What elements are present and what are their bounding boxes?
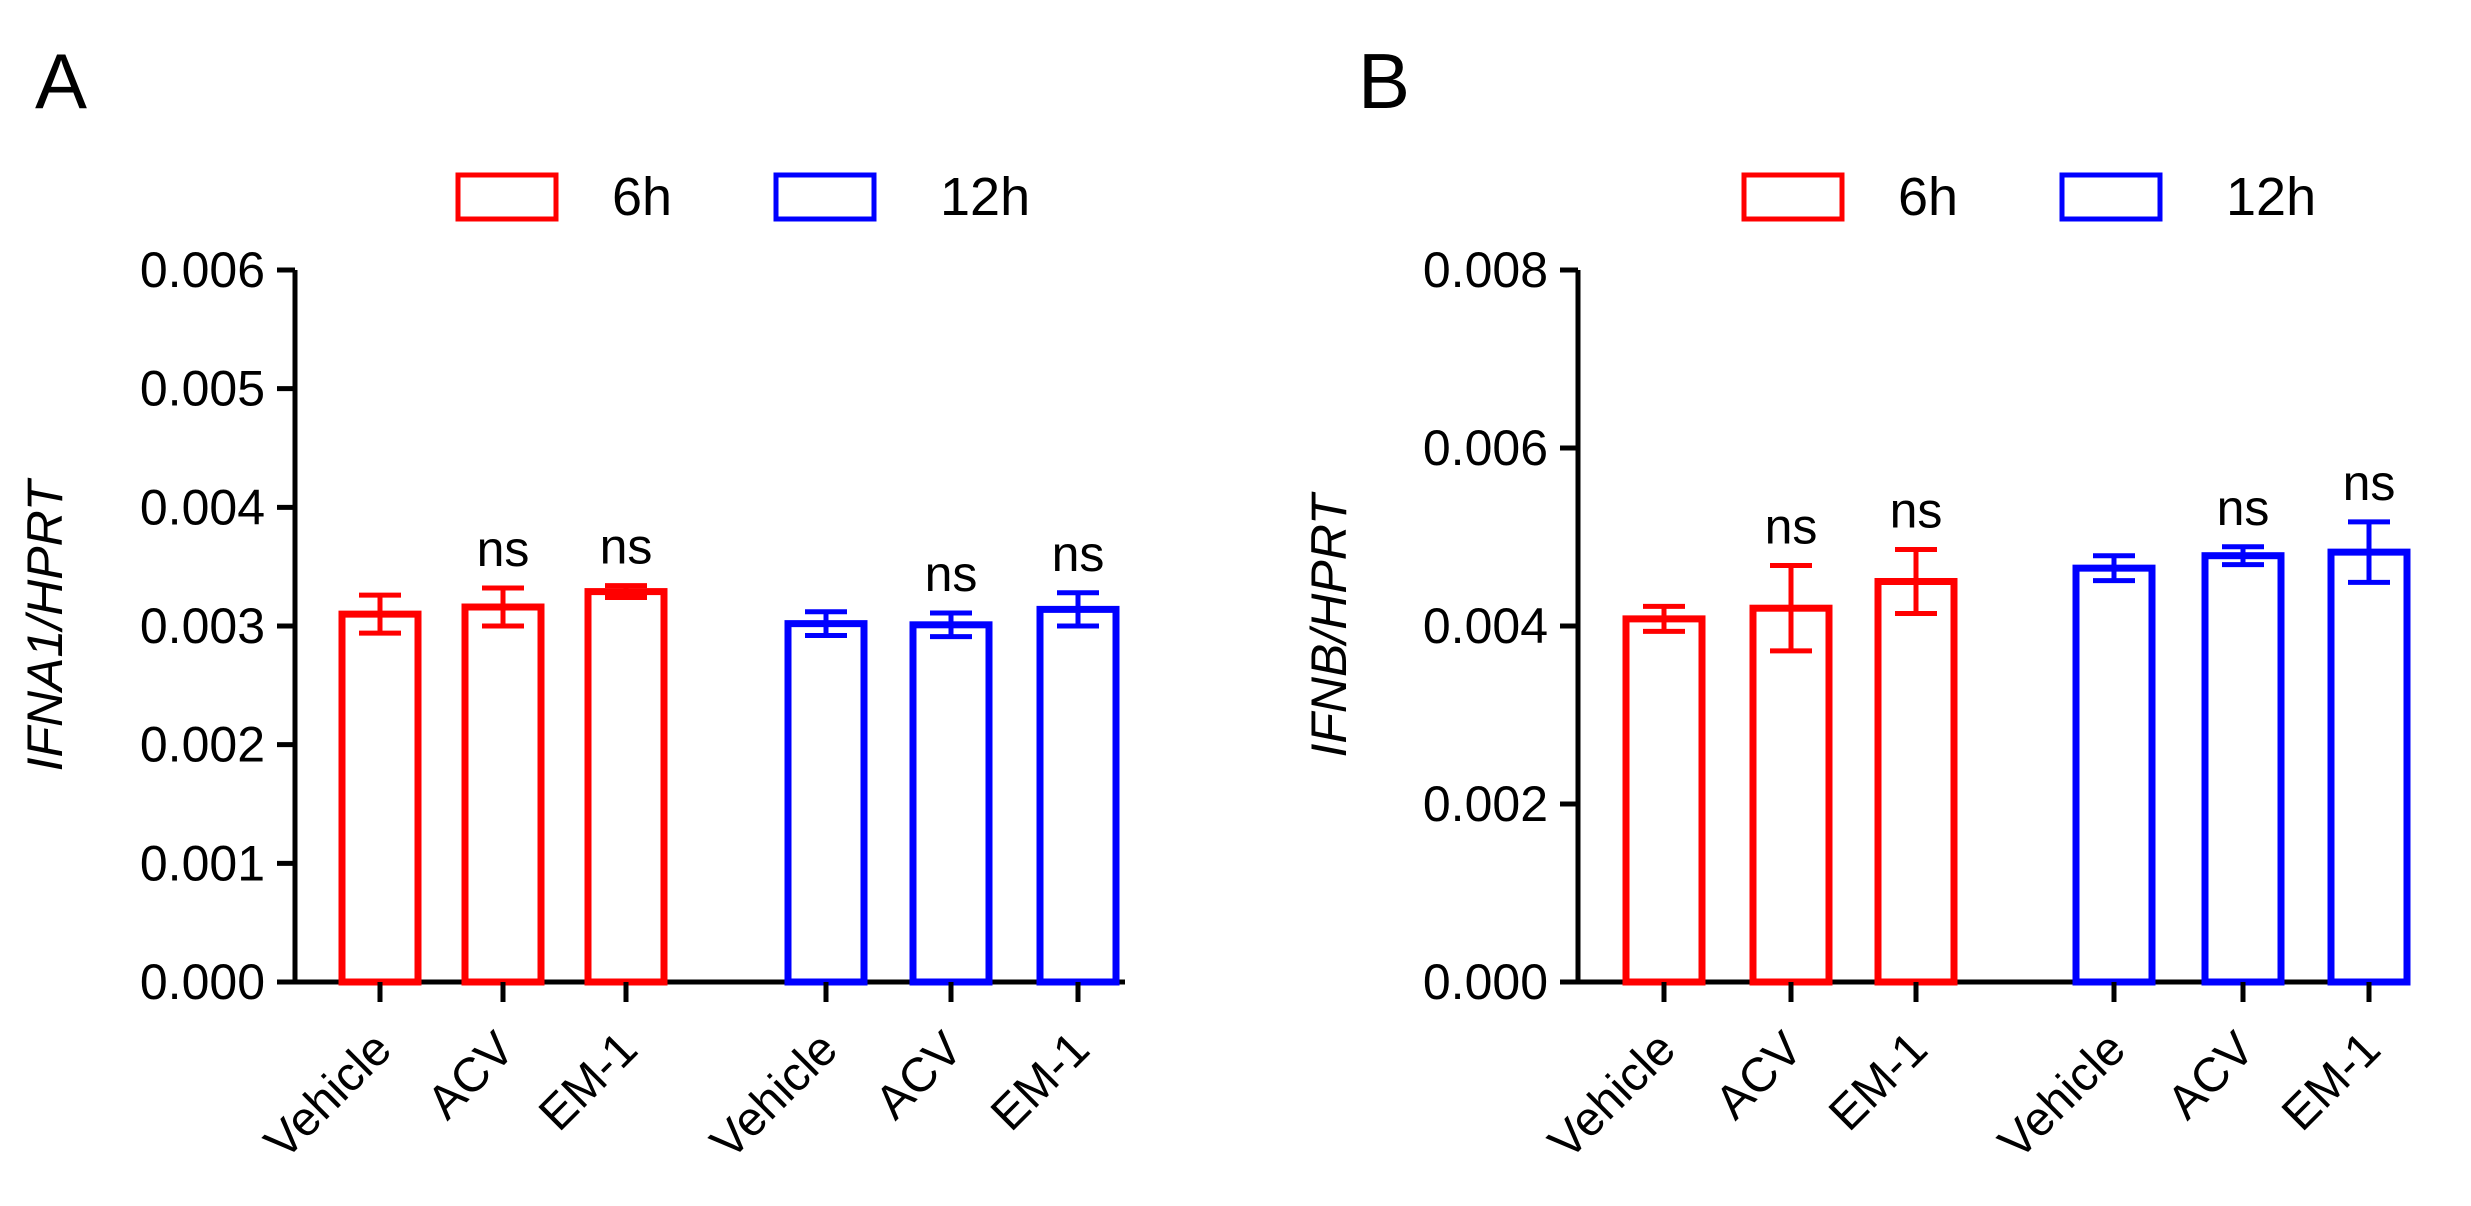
- y-tick-label: 0.001: [140, 835, 265, 891]
- x-tick-label: EM-1: [981, 1022, 1100, 1141]
- legend-label: 12h: [940, 167, 1030, 227]
- significance-label: ns: [1052, 526, 1105, 582]
- y-tick-label: 0.008: [1423, 242, 1548, 298]
- legend-label: 6h: [1898, 167, 1958, 227]
- y-tick-label: 0.000: [1423, 954, 1548, 1010]
- y-tick-label: 0.004: [1423, 598, 1548, 654]
- legend-label: 6h: [612, 167, 672, 227]
- bar: [1622, 615, 1706, 986]
- y-tick-label: 0.003: [140, 598, 265, 654]
- significance-label: ns: [1765, 498, 1818, 554]
- significance-label: ns: [2217, 480, 2270, 536]
- bar: [461, 603, 545, 986]
- y-tick-label: 0.004: [140, 479, 265, 535]
- panel-label: A: [35, 37, 87, 125]
- y-tick-label: 0.005: [140, 361, 265, 417]
- legend-swatch: [1741, 172, 1845, 222]
- y-axis-label: IFNB/HPRT: [1301, 491, 1357, 757]
- bar: [338, 610, 422, 986]
- x-tick-label: ACV: [1706, 1022, 1813, 1129]
- x-tick-label: Vehicle: [1989, 1022, 2136, 1169]
- y-tick-label: 0.006: [1423, 420, 1548, 476]
- x-tick-label: EM-1: [2272, 1022, 2391, 1141]
- bar: [784, 620, 868, 986]
- panel-label: B: [1358, 37, 1410, 125]
- x-tick-label: EM-1: [1819, 1022, 1938, 1141]
- x-tick-label: Vehicle: [701, 1022, 848, 1169]
- bar: [1749, 604, 1833, 986]
- legend-swatch: [455, 172, 559, 222]
- bar: [584, 588, 668, 986]
- x-tick-label: Vehicle: [255, 1022, 402, 1169]
- significance-label: ns: [477, 521, 530, 577]
- bar: [2201, 552, 2285, 986]
- significance-label: ns: [2343, 455, 2396, 511]
- legend-swatch: [2059, 172, 2163, 222]
- y-tick-label: 0.000: [140, 954, 265, 1010]
- bar: [1036, 605, 1120, 986]
- legend-label: 12h: [2226, 167, 2316, 227]
- bar: [2072, 564, 2156, 986]
- bar: [909, 621, 993, 986]
- y-tick-label: 0.002: [1423, 776, 1548, 832]
- x-tick-label: EM-1: [529, 1022, 648, 1141]
- significance-label: ns: [925, 546, 978, 602]
- x-tick-label: ACV: [866, 1022, 973, 1129]
- x-tick-label: ACV: [2158, 1022, 2265, 1129]
- y-axis-label: IFNA1/HPRT: [17, 477, 73, 771]
- y-tick-label: 0.006: [140, 242, 265, 298]
- x-tick-label: ACV: [418, 1022, 525, 1129]
- legend-swatch: [773, 172, 877, 222]
- x-tick-label: Vehicle: [1539, 1022, 1686, 1169]
- y-tick-label: 0.002: [140, 717, 265, 773]
- significance-label: ns: [1890, 482, 1943, 538]
- bar: [1874, 578, 1958, 986]
- significance-label: ns: [600, 519, 653, 575]
- bar: [2327, 548, 2411, 986]
